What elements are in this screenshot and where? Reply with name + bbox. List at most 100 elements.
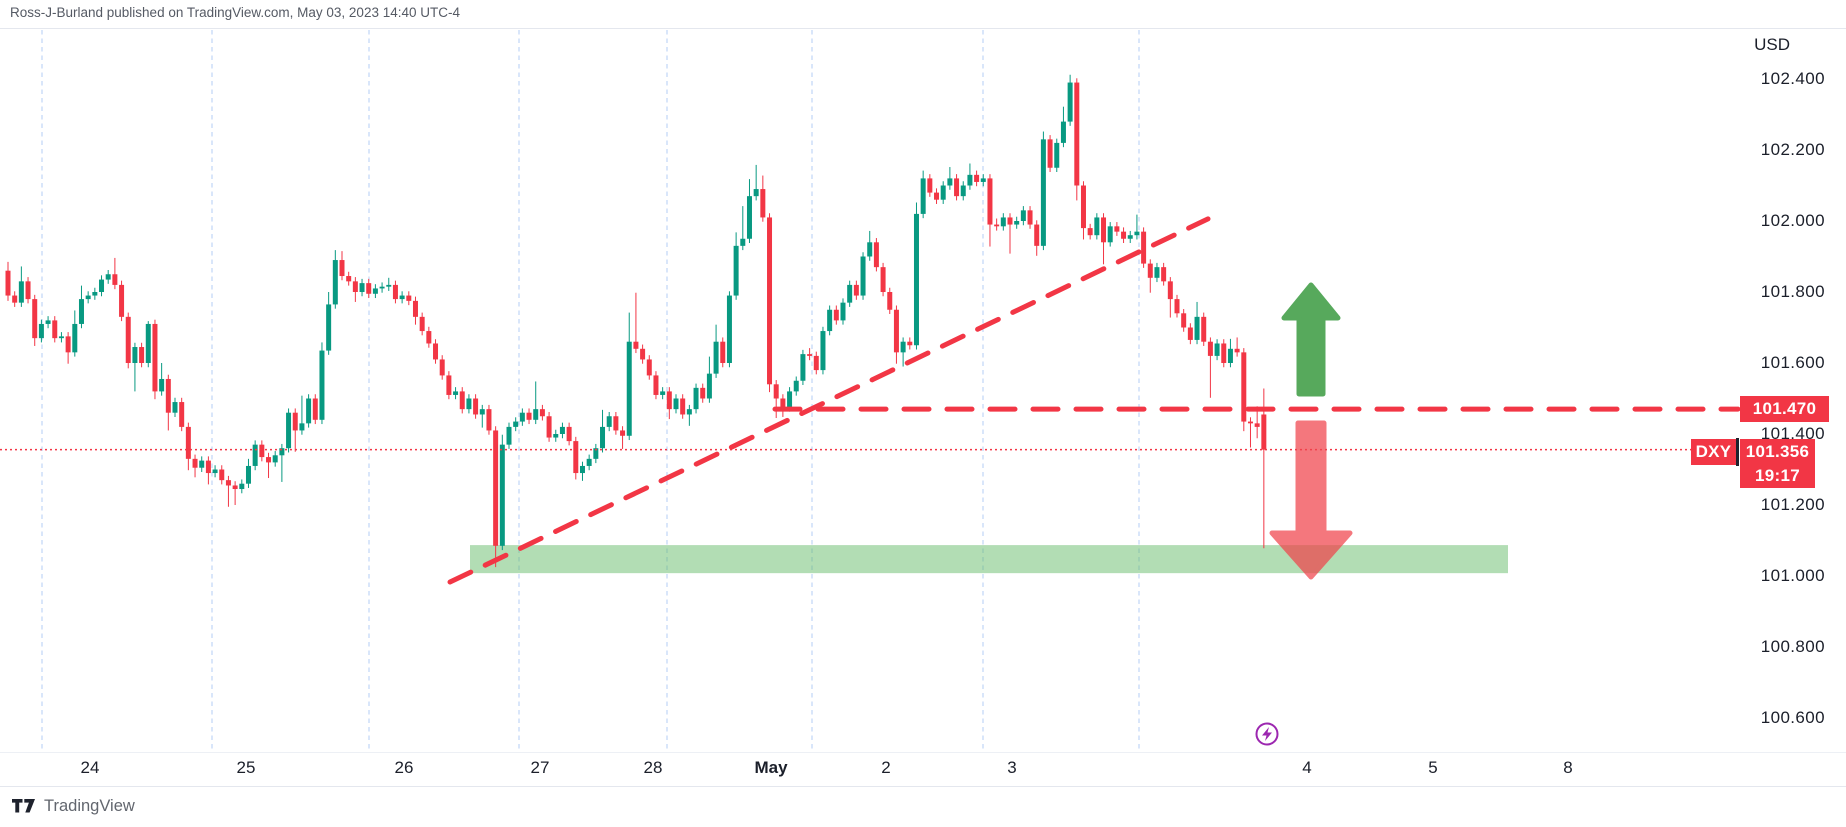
candle-body: [453, 391, 459, 395]
candle-body: [32, 299, 38, 339]
candle-body: [666, 391, 672, 410]
candle-body: [426, 331, 432, 344]
candle-body: [753, 189, 759, 197]
candle-body: [165, 378, 171, 413]
price-axis-tick: 102.200: [1760, 140, 1825, 159]
candle-body: [800, 354, 806, 381]
candle-body: [586, 458, 592, 466]
candle-body: [18, 281, 24, 303]
candle-body: [1167, 281, 1173, 300]
candle-body: [366, 283, 372, 294]
candle-body: [780, 398, 786, 408]
candle-body: [787, 391, 793, 408]
candle-body: [286, 412, 292, 449]
candle-body: [346, 276, 352, 282]
candle-body: [606, 416, 612, 427]
candle-body: [506, 426, 512, 445]
candle-body: [927, 178, 933, 193]
price-axis-tick: 101.200: [1760, 495, 1825, 514]
candle-body: [746, 196, 752, 239]
candle-body: [332, 260, 338, 305]
candle-body: [673, 398, 679, 410]
level-price-tag: 101.470: [1740, 396, 1829, 422]
candle-body: [920, 178, 926, 214]
candle-body: [519, 412, 525, 422]
candle-body: [406, 295, 412, 301]
candle-body: [25, 281, 31, 300]
candle-body: [58, 336, 64, 339]
price-axis-tick: 101.800: [1760, 282, 1825, 301]
candle-body: [392, 284, 398, 300]
candle-body: [493, 430, 499, 546]
candle-body: [847, 284, 853, 303]
up-arrow-marker[interactable]: [1281, 282, 1341, 397]
candle-body: [292, 412, 298, 431]
candle-body: [433, 343, 439, 360]
time-axis-divider: [0, 752, 1846, 753]
candle-body: [78, 299, 84, 324]
candle-body: [319, 350, 325, 420]
time-axis-label: 5: [1428, 758, 1438, 777]
candle-body: [139, 347, 145, 363]
candle-body: [72, 323, 78, 353]
candle-body: [212, 469, 218, 474]
candle-body: [459, 391, 465, 410]
candle-body: [693, 387, 699, 410]
candle-body: [660, 391, 666, 395]
candle-body: [1181, 313, 1187, 328]
candle-body: [252, 444, 258, 466]
candle-body: [686, 409, 692, 415]
candle-body: [239, 483, 245, 490]
candle-body: [1107, 226, 1113, 243]
down-arrow-marker[interactable]: [1269, 420, 1353, 580]
candle-body: [199, 460, 205, 468]
candle-body: [573, 441, 579, 474]
candle-body: [219, 469, 225, 481]
candle-body: [399, 295, 405, 300]
candle-body: [1114, 226, 1120, 232]
candle-body: [279, 448, 285, 456]
candle-body: [379, 286, 385, 289]
candle-body: [12, 295, 18, 303]
support-zone-rectangle[interactable]: [470, 545, 1508, 574]
candle-body: [626, 341, 632, 436]
candle-body: [820, 331, 826, 371]
candle-body: [593, 448, 599, 459]
candle-body: [1087, 228, 1093, 236]
candle-body: [553, 434, 559, 438]
symbol-tag: DXY: [1691, 439, 1736, 465]
candle-body: [653, 375, 659, 395]
candle-body: [159, 378, 165, 392]
candle-body: [245, 465, 251, 484]
candle-body: [706, 373, 712, 399]
candle-body: [1060, 121, 1066, 143]
candle-body: [1174, 299, 1180, 314]
candle-body: [974, 174, 980, 182]
ascending-trendline[interactable]: [447, 216, 1211, 585]
candle-body: [152, 323, 158, 392]
candle-body: [887, 292, 893, 310]
candle-body: [934, 192, 940, 200]
candle-body: [579, 465, 585, 474]
candle-body: [412, 300, 418, 317]
price-axis-tick: 100.800: [1760, 637, 1825, 656]
candle-body: [1040, 139, 1046, 246]
candle-body: [65, 336, 71, 353]
candle-body: [1261, 414, 1267, 450]
candle-body: [232, 485, 238, 490]
candle-body: [1027, 210, 1033, 225]
candle-body: [853, 284, 859, 296]
time-axis-label: 26: [394, 758, 414, 777]
candle-body: [1020, 210, 1026, 221]
candle-body: [205, 460, 211, 474]
candle-body: [680, 398, 686, 415]
candle-body: [793, 380, 799, 392]
tradingview-logo[interactable]: TradingView: [12, 797, 135, 816]
candle-body: [559, 426, 565, 434]
candle-body: [1094, 217, 1100, 236]
candle-body: [312, 398, 318, 420]
candle-body: [1007, 217, 1013, 225]
candle-body: [1121, 231, 1127, 239]
candle-body: [1141, 231, 1147, 264]
